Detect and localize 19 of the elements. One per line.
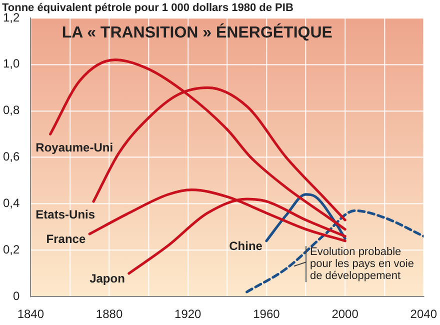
y-tick-label: 0,8 [2, 103, 20, 118]
x-tick-label: 1920 [174, 307, 202, 322]
x-tick-label: 1880 [96, 307, 123, 322]
series-label: Royaume-Uni [36, 140, 114, 154]
series-label: France [46, 232, 86, 246]
y-tick-label: 0 [12, 288, 20, 303]
x-tick-label: 1960 [253, 307, 280, 322]
y-tick-label: 0,4 [2, 196, 20, 210]
series-label: Chine [229, 239, 263, 254]
chart-title: LA « TRANSITION » ÉNERGÉTIQUE [62, 22, 333, 42]
x-tick-label: 1840 [17, 307, 44, 322]
y-tick-label: 0,6 [2, 150, 20, 164]
y-tick-label: 1,0 [2, 56, 20, 71]
series-label: Japon [90, 272, 125, 286]
annotation: Evolution probable pour les pays en voie de développement [310, 246, 414, 282]
series-label: Etats-Unis [36, 208, 96, 222]
x-tick-label: 2040 [410, 307, 438, 322]
y-tick-label: 0,2 [2, 242, 20, 256]
x-tick-label: 2000 [332, 307, 359, 322]
